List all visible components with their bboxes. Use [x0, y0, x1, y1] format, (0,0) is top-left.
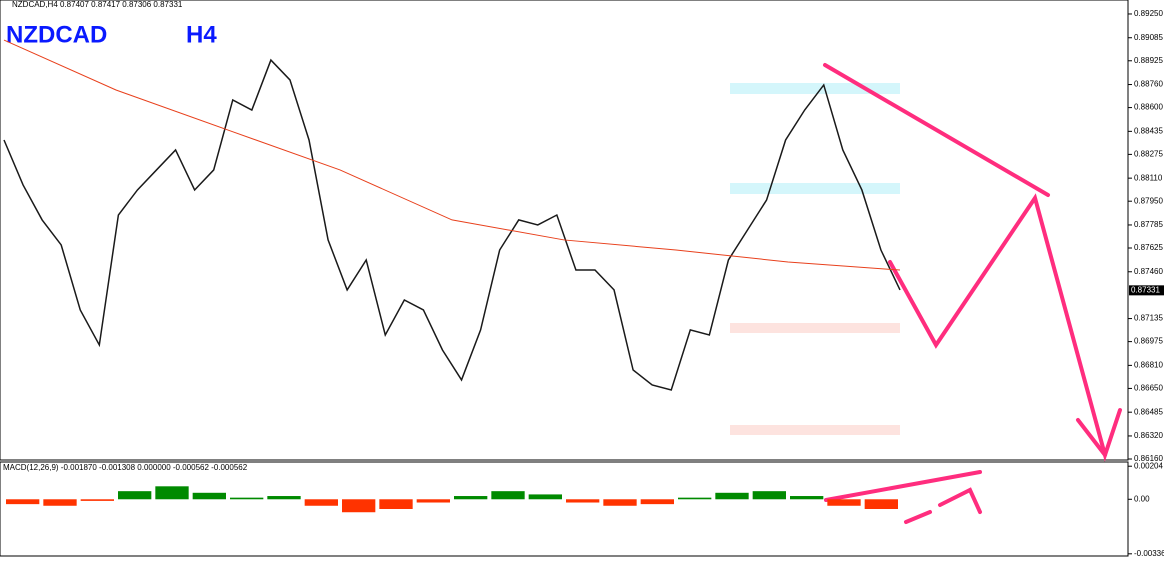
macd-bar	[752, 491, 786, 500]
y-tick-label: 0.86160	[1134, 454, 1163, 463]
y-tick-label: 0.88435	[1134, 126, 1163, 135]
macd-bar	[827, 499, 861, 506]
y-tick-label: 0.88600	[1134, 103, 1163, 112]
y-tick-label: 0.86650	[1134, 384, 1163, 393]
macd-bar	[118, 491, 152, 500]
price-line	[3, 39, 901, 271]
macd-bar	[678, 497, 712, 500]
macd-bar	[379, 499, 413, 509]
y-tick-label: 0.87785	[1134, 220, 1163, 229]
macd-bar	[267, 496, 301, 500]
y-tick-label: 0.87950	[1134, 196, 1163, 205]
zone	[730, 323, 900, 333]
y-tick-label: 0.89250	[1134, 9, 1163, 18]
macd-bar	[640, 499, 674, 505]
y-tick-label: 0.87135	[1134, 314, 1163, 323]
y-tick-label: 0.00	[1134, 494, 1150, 503]
macd-bar	[864, 499, 898, 509]
price-label: 0.87331	[1131, 285, 1160, 294]
y-tick-label: 0.87625	[1134, 243, 1163, 252]
y-tick-label: 0.86320	[1134, 431, 1163, 440]
y-tick-label: 0.00204	[1134, 461, 1163, 470]
macd-bar	[155, 486, 189, 500]
y-tick-label: 0.88760	[1134, 80, 1163, 89]
macd-bar	[192, 492, 226, 500]
symbol: NZDCAD	[6, 21, 107, 48]
symbol-info: NZDCAD,H4 0.87407 0.87417 0.87306 0.8733…	[12, 0, 183, 9]
y-tick-label: 0.87460	[1134, 267, 1163, 276]
zone	[730, 183, 900, 194]
y-tick-label: 0.88925	[1134, 56, 1163, 65]
y-tick-label: 0.86810	[1134, 360, 1163, 369]
macd-bar	[528, 494, 562, 500]
price-box	[1129, 285, 1164, 296]
macd-bar	[304, 499, 338, 506]
macd-bar	[230, 497, 264, 500]
y-tick-label: 0.88275	[1134, 149, 1163, 158]
y-tick-label: 0.88110	[1134, 173, 1163, 182]
y-tick-label: 0.86485	[1134, 407, 1163, 416]
macd-bar	[715, 492, 749, 500]
price-line	[3, 58, 901, 391]
macd-bar	[566, 499, 600, 503]
macd-bar	[342, 499, 376, 513]
timeframe: H4	[186, 21, 217, 48]
y-tick-label: 0.89085	[1134, 33, 1163, 42]
macd-bar	[80, 499, 114, 501]
macd-bar	[603, 499, 637, 506]
macd-bar	[491, 491, 525, 500]
macd-bar	[43, 499, 77, 506]
macd-bar	[454, 496, 488, 500]
y-tick-label: 0.86975	[1134, 337, 1163, 346]
macd-bar	[790, 496, 824, 500]
macd-bar	[6, 499, 40, 505]
zone	[730, 425, 900, 435]
main-panel	[0, 0, 1129, 461]
macd-title: MACD(12,26,9) -0.001870 -0.001308 0.0000…	[3, 463, 248, 472]
drawing	[823, 63, 1122, 524]
macd-bar	[416, 499, 450, 503]
y-tick-label: -0.003365	[1134, 549, 1164, 557]
zone	[730, 83, 900, 94]
